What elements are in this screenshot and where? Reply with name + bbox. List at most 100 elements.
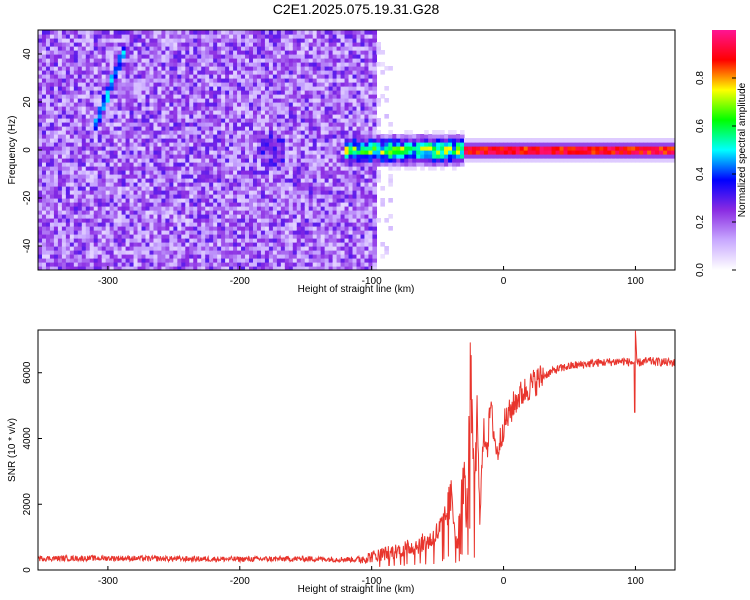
heatmap-cell <box>197 266 202 270</box>
heatmap-cell <box>173 214 178 219</box>
heatmap-cell <box>125 114 131 119</box>
heatmap-cell <box>324 182 330 187</box>
heatmap-cell <box>165 126 170 131</box>
heatmap-cell <box>65 166 71 171</box>
heatmap-cell <box>149 230 155 235</box>
heatmap-cell <box>161 54 166 59</box>
heatmap-cell <box>304 126 310 131</box>
heatmap-cell <box>165 154 170 159</box>
heatmap-cell <box>256 222 262 227</box>
heatmap-cell <box>101 182 107 187</box>
heatmap-cell <box>213 142 218 147</box>
heatmap-cell <box>284 250 290 255</box>
heatmap-cell <box>149 126 155 131</box>
heatmap-cell <box>237 126 242 131</box>
heatmap-cell <box>185 110 190 115</box>
heatmap-cell <box>245 46 250 51</box>
heatmap-cell <box>125 254 131 259</box>
heatmap-cell <box>77 258 83 263</box>
heatmap-cell <box>300 238 306 243</box>
heatmap-cell <box>217 142 222 147</box>
heatmap-cell <box>105 258 111 263</box>
heatmap-cell <box>73 142 79 147</box>
heatmap-cell <box>53 186 59 191</box>
heatmap-cell <box>38 226 43 231</box>
heatmap-cell <box>209 166 214 171</box>
heatmap-cell <box>137 94 143 99</box>
heatmap-cell <box>264 266 270 270</box>
heatmap-cell <box>304 110 310 115</box>
heatmap-cell <box>117 234 123 239</box>
heatmap-cell <box>69 134 75 139</box>
heatmap-cell <box>81 150 87 155</box>
heatmap-cell <box>153 170 159 175</box>
heatmap-cell <box>173 130 178 135</box>
heatmap-cell <box>121 38 127 43</box>
heatmap-cell <box>368 266 374 270</box>
heatmap-cell <box>181 38 186 43</box>
heatmap-cell <box>237 250 242 255</box>
heatmap-cell <box>308 166 314 171</box>
heatmap-cell <box>145 110 151 115</box>
heatmap-cell <box>57 138 63 143</box>
heatmap-cell <box>185 230 190 235</box>
heatmap-cell <box>45 166 51 171</box>
heatmap-cell <box>45 158 51 163</box>
heatmap-cell <box>344 146 350 151</box>
heatmap-cell <box>137 158 143 163</box>
heatmap-cell <box>93 70 99 75</box>
heatmap-cell <box>101 238 107 243</box>
heatmap-cell <box>272 46 278 51</box>
heatmap-cell <box>177 174 182 179</box>
heatmap-cell <box>93 138 99 143</box>
heatmap-cell <box>233 122 238 127</box>
heatmap-cell <box>217 134 222 139</box>
heatmap-cell <box>169 122 174 127</box>
heatmap-cell <box>65 218 71 223</box>
heatmap-cell <box>165 34 170 39</box>
heatmap-cell <box>93 74 99 79</box>
heatmap-cell <box>260 222 266 227</box>
heatmap-cell <box>93 42 99 47</box>
heatmap-cell <box>113 262 119 267</box>
heatmap-cell <box>276 218 282 223</box>
heatmap-cell <box>185 174 190 179</box>
heatmap-cell <box>173 218 178 223</box>
heatmap-cell <box>245 82 250 87</box>
heatmap-cell <box>209 246 214 251</box>
heatmap-cell <box>57 146 63 151</box>
heatmap-cell <box>205 178 210 183</box>
heatmap-cell <box>65 70 71 75</box>
heatmap-cell <box>38 90 43 95</box>
heatmap-cell <box>233 230 238 235</box>
heatmap-cell <box>149 266 155 270</box>
heatmap-cell <box>101 90 107 95</box>
heatmap-cell <box>49 122 55 127</box>
heatmap-cell <box>105 242 111 247</box>
heatmap-cell <box>157 42 163 47</box>
heatmap-cell <box>53 78 59 83</box>
heatmap-cell <box>268 170 274 175</box>
heatmap-cell <box>157 194 163 199</box>
heatmap-cell <box>157 250 163 255</box>
heatmap-cell <box>364 54 370 59</box>
heatmap-cell <box>109 238 115 243</box>
heatmap-cell <box>101 150 107 155</box>
heatmap-cell <box>201 158 206 163</box>
heatmap-cell <box>89 258 95 263</box>
heatmap-cell <box>284 90 290 95</box>
heatmap-cell <box>348 106 354 111</box>
heatmap-cell <box>332 242 338 247</box>
heatmap-cell <box>316 174 322 179</box>
heatmap-cell <box>344 98 350 103</box>
heatmap-cell <box>41 178 47 183</box>
heatmap-cell <box>356 130 362 135</box>
heatmap-cell <box>53 66 59 71</box>
heatmap-cell <box>137 114 143 119</box>
heatmap-cell <box>356 50 362 55</box>
heatmap-cell <box>61 142 67 147</box>
heatmap-cell <box>324 150 330 155</box>
heatmap-cell <box>89 218 95 223</box>
heatmap-cell <box>197 138 202 143</box>
heatmap-cell <box>312 142 318 147</box>
